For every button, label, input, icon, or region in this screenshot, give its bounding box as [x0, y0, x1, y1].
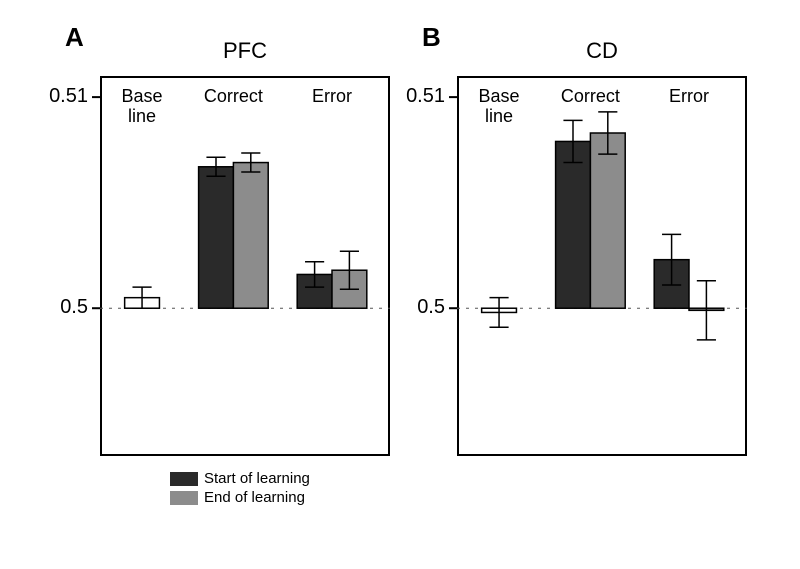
group-label: Error — [639, 86, 739, 107]
y-tick-label: 0.51 — [49, 85, 88, 108]
panel-title-A: PFC — [100, 38, 390, 64]
group-label: Correct — [540, 86, 640, 107]
group-label: Base — [92, 86, 192, 107]
panel-label-B: B — [422, 22, 441, 53]
group-label: Base — [449, 86, 549, 107]
legend-swatch-icon — [170, 491, 198, 505]
figure-root: A PFC B CD 0.50.51 0.50.51 BaselineCorre… — [0, 0, 800, 569]
legend-item: End of learning — [170, 489, 310, 506]
panel-label-A: A — [65, 22, 84, 53]
y-tick-label: 0.5 — [417, 296, 445, 319]
chart-panel-B — [457, 76, 747, 456]
bar — [199, 167, 234, 308]
bar — [590, 133, 625, 308]
legend-item: Start of learning — [170, 470, 310, 487]
group-label: line — [449, 106, 549, 127]
group-label: Correct — [183, 86, 283, 107]
legend: Start of learning End of learning — [170, 470, 310, 508]
bar — [233, 163, 268, 309]
panel-title-B: CD — [457, 38, 747, 64]
chart-panel-A — [100, 76, 390, 456]
bar — [556, 141, 591, 308]
y-tick-label: 0.51 — [406, 85, 445, 108]
legend-label: Start of learning — [204, 470, 310, 487]
y-tick-label: 0.5 — [60, 296, 88, 319]
legend-swatch-icon — [170, 472, 198, 486]
group-label: line — [92, 106, 192, 127]
group-label: Error — [282, 86, 382, 107]
legend-label: End of learning — [204, 489, 305, 506]
